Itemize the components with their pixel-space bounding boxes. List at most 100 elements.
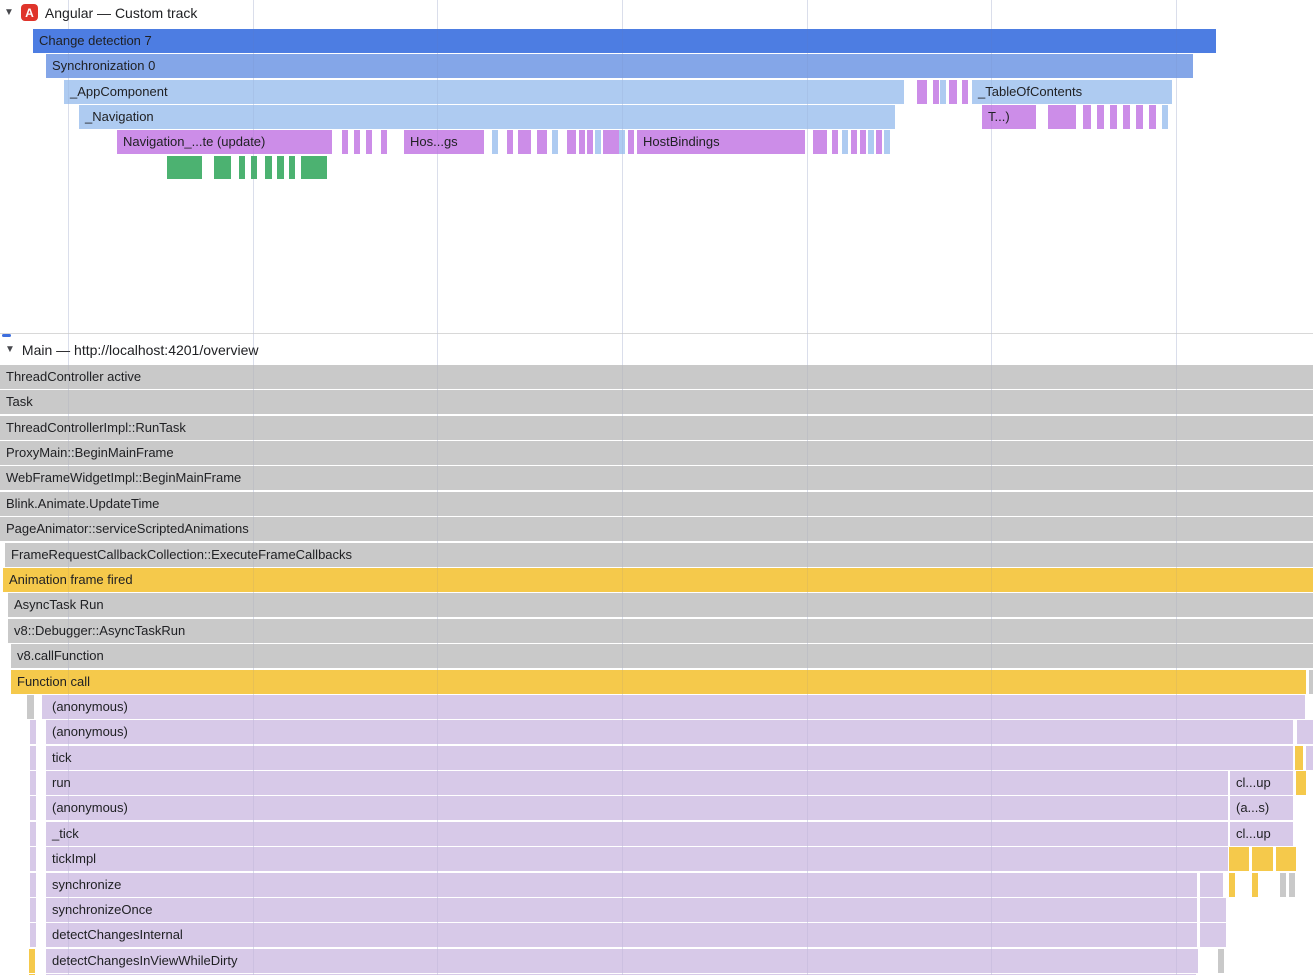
flame-bar[interactable]: ThreadControllerImpl::RunTask [0, 416, 1313, 440]
flame-bar[interactable] [842, 130, 848, 154]
flame-bar[interactable]: AsyncTask Run [8, 593, 1313, 617]
flame-bar[interactable] [608, 130, 614, 154]
flame-bar[interactable] [1309, 670, 1313, 694]
flame-bar[interactable] [342, 130, 348, 154]
flame-bar[interactable] [949, 80, 957, 104]
flame-bar[interactable]: FrameRequestCallbackCollection::ExecuteF… [5, 543, 1313, 567]
flame-bar[interactable] [42, 695, 48, 719]
flame-bar[interactable] [30, 720, 36, 744]
flame-bar[interactable] [1252, 873, 1258, 897]
flame-bar[interactable] [1149, 105, 1156, 129]
flame-bar[interactable] [1306, 746, 1313, 770]
flame-bar[interactable] [265, 156, 272, 179]
flame-bar[interactable] [1200, 923, 1226, 947]
flame-bar[interactable] [214, 156, 231, 179]
flame-bar[interactable]: HostBindings [637, 130, 805, 154]
flame-bar[interactable]: tick [46, 746, 1293, 770]
flame-bar[interactable] [30, 796, 36, 820]
flame-bar[interactable] [876, 130, 882, 154]
flame-bar[interactable]: ProxyMain::BeginMainFrame [0, 441, 1313, 465]
flame-bar[interactable]: Synchronization 0 [46, 54, 1193, 78]
flame-bar[interactable] [30, 923, 36, 947]
flame-bar[interactable] [1097, 105, 1104, 129]
flame-bar[interactable] [1162, 105, 1168, 129]
flame-bar[interactable] [1218, 949, 1224, 973]
flame-bar[interactable]: Change detection 7 [33, 29, 1216, 53]
flame-bar[interactable] [1048, 105, 1076, 129]
flame-bar[interactable]: _tick [46, 822, 1228, 846]
flame-bar[interactable] [933, 80, 939, 104]
flame-bar[interactable] [251, 156, 257, 179]
flame-bar[interactable]: _Navigation [79, 105, 895, 129]
flame-bar[interactable] [1229, 847, 1249, 871]
flame-bar[interactable] [628, 130, 634, 154]
flame-bar[interactable] [917, 80, 927, 104]
flame-bar[interactable]: cl...up [1230, 771, 1293, 795]
flame-bar[interactable]: WebFrameWidgetImpl::BeginMainFrame [0, 466, 1313, 490]
flame-bar[interactable] [1300, 771, 1306, 795]
flame-bar[interactable]: _TableOfContents [972, 80, 1172, 104]
flame-bar[interactable] [1200, 898, 1226, 922]
flame-bar[interactable] [537, 130, 547, 154]
flame-bar[interactable] [1252, 847, 1273, 871]
flame-bar[interactable] [1200, 873, 1223, 897]
flame-bar[interactable] [1123, 105, 1130, 129]
flame-bar[interactable] [30, 822, 36, 846]
angular-track-header[interactable]: ▼ A Angular — Custom track [4, 4, 197, 21]
flame-bar[interactable] [1136, 105, 1143, 129]
flame-bar[interactable] [962, 80, 968, 104]
flame-bar[interactable] [1297, 720, 1313, 744]
flame-bar[interactable]: v8::Debugger::AsyncTaskRun [8, 619, 1313, 643]
flame-bar[interactable] [1229, 873, 1235, 897]
flame-bar[interactable] [301, 156, 327, 179]
flame-bar[interactable] [381, 130, 387, 154]
flame-bar[interactable] [1296, 771, 1302, 795]
flame-bar[interactable]: Function call [11, 670, 1306, 694]
flame-bar[interactable]: Navigation_...te (update) [117, 130, 332, 154]
flame-bar[interactable]: Blink.Animate.UpdateTime [0, 492, 1313, 516]
flame-bar[interactable] [860, 130, 866, 154]
main-track-header[interactable]: ▼ Main — http://localhost:4201/overview [5, 342, 258, 358]
flame-bar[interactable] [354, 130, 360, 154]
flame-bar[interactable] [552, 130, 558, 154]
flame-bar[interactable] [1295, 746, 1303, 770]
flame-bar[interactable] [167, 156, 202, 179]
flame-bar[interactable] [289, 156, 295, 179]
flame-bar[interactable] [567, 130, 576, 154]
flame-bar[interactable] [1276, 847, 1296, 871]
flame-bar[interactable] [30, 847, 36, 871]
flame-bar[interactable] [813, 130, 827, 154]
flame-bar[interactable] [832, 130, 838, 154]
flame-bar[interactable]: synchronizeOnce [46, 898, 1197, 922]
collapse-triangle-icon[interactable]: ▼ [5, 344, 15, 355]
flame-bar[interactable]: (anonymous) [46, 796, 1228, 820]
flame-bar[interactable]: detectChangesInternal [46, 923, 1197, 947]
flame-bar[interactable] [868, 130, 874, 154]
flame-bar[interactable] [518, 130, 531, 154]
flame-bar[interactable]: run [46, 771, 1228, 795]
flame-bar[interactable] [277, 156, 284, 179]
flame-bar[interactable]: ThreadController active [0, 365, 1313, 389]
flame-bar[interactable] [619, 130, 625, 154]
flame-bar[interactable] [603, 130, 609, 154]
flame-bar[interactable] [613, 130, 619, 154]
flame-bar[interactable]: v8.callFunction [11, 644, 1313, 668]
flame-bar[interactable] [1280, 873, 1286, 897]
flame-bar[interactable]: (anonymous) [46, 695, 1305, 719]
flame-bar[interactable] [30, 873, 36, 897]
flame-bar[interactable]: (anonymous) [46, 720, 1293, 744]
collapse-triangle-icon[interactable]: ▼ [4, 6, 14, 18]
flame-bar[interactable]: cl...up [1230, 822, 1293, 846]
flame-bar[interactable] [507, 130, 513, 154]
flame-bar[interactable] [1289, 873, 1295, 897]
flame-bar[interactable] [851, 130, 857, 154]
flame-bar[interactable] [587, 130, 593, 154]
flame-bar[interactable]: Task [0, 390, 1313, 414]
flame-bar[interactable]: T...) [982, 105, 1036, 129]
flame-bar[interactable] [29, 949, 35, 973]
flame-bar[interactable] [239, 156, 245, 179]
flame-bar[interactable] [492, 130, 498, 154]
flame-bar[interactable]: (a...s) [1230, 796, 1293, 820]
flame-bar[interactable] [595, 130, 601, 154]
